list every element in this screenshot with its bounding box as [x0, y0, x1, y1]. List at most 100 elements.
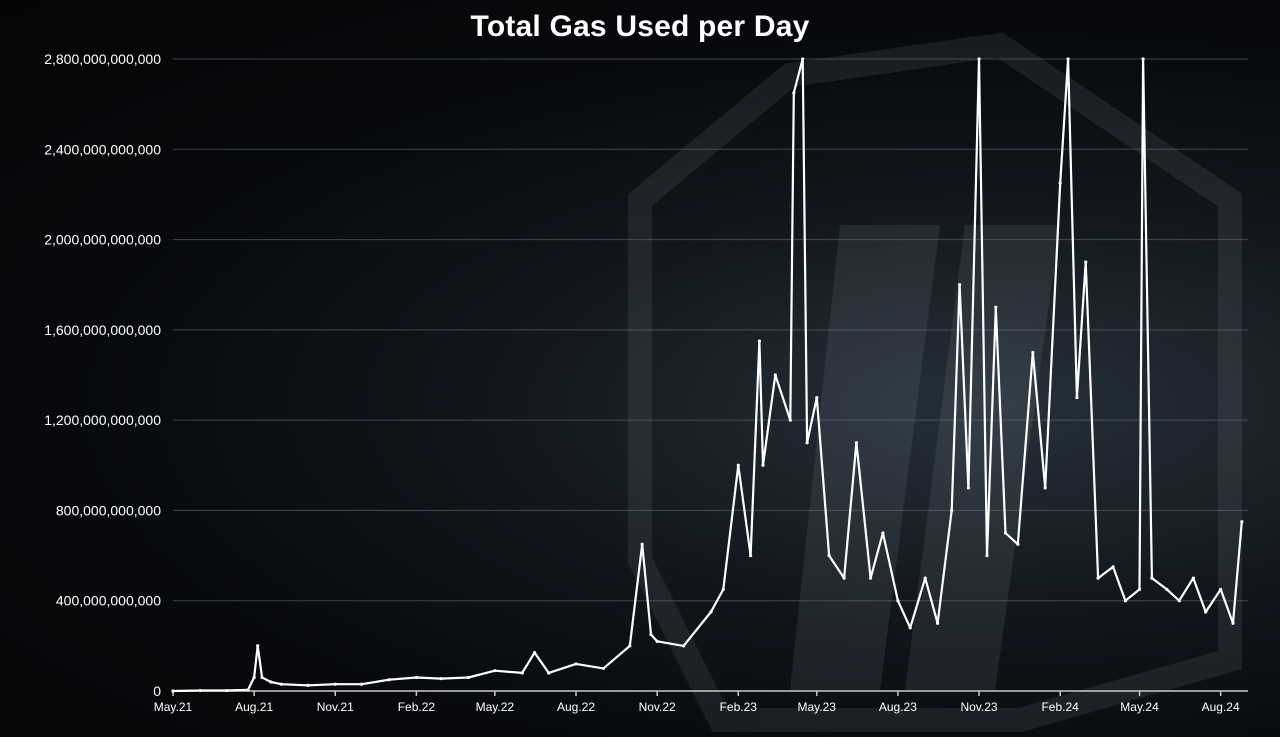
data-point: [896, 599, 900, 603]
data-point: [1191, 576, 1195, 580]
x-tick-label: Aug.22: [557, 700, 595, 714]
data-point: [1150, 576, 1154, 580]
data-point: [1066, 57, 1070, 61]
x-tick-label: May.24: [1120, 700, 1159, 714]
data-point: [1043, 486, 1047, 490]
data-point: [977, 57, 981, 61]
data-point: [1165, 587, 1169, 592]
y-tick-label: 2,400,000,000,000: [44, 141, 161, 157]
data-point: [923, 576, 927, 580]
data-point: [881, 531, 885, 535]
data-point: [279, 682, 284, 686]
y-tick-label: 400,000,000,000: [56, 593, 161, 609]
x-tick-label: Aug.21: [235, 700, 273, 714]
data-point: [815, 395, 819, 400]
data-point: [827, 553, 831, 558]
data-point: [574, 662, 578, 666]
data-point: [935, 621, 940, 625]
data-point: [1096, 576, 1100, 580]
data-point: [801, 57, 805, 61]
data-point: [414, 675, 418, 680]
data-point: [736, 463, 740, 467]
y-axis-tick-labels: 0 400,000,000,000 800,000,000,000 1,200,000…: [44, 51, 161, 699]
data-point: [868, 576, 873, 580]
data-point: [306, 683, 310, 687]
data-point: [761, 463, 765, 467]
data-point: [1137, 587, 1142, 592]
x-tick-label: May.21: [154, 700, 193, 714]
data-point: [773, 373, 777, 377]
data-point: [757, 339, 762, 343]
data-point: [252, 675, 256, 680]
data-point: [1123, 599, 1128, 603]
data-point: [256, 644, 260, 648]
data-point: [950, 508, 954, 513]
data-point: [260, 675, 264, 680]
y-tick-label: 800,000,000,000: [56, 502, 161, 518]
data-point: [649, 632, 653, 637]
data-point: [854, 441, 859, 445]
data-point: [360, 682, 364, 686]
data-point: [1058, 181, 1062, 185]
data-point: [198, 688, 202, 693]
x-tick-label: Nov.23: [960, 700, 997, 714]
data-point: [520, 671, 524, 675]
x-tick-label: Aug.24: [1202, 700, 1240, 714]
data-point: [788, 418, 792, 422]
data-point: [1219, 587, 1223, 592]
data-point: [439, 676, 443, 681]
y-tick-label: 0: [153, 683, 161, 699]
data-point: [333, 682, 337, 686]
data-point: [601, 666, 605, 671]
y-tick-label: 1,600,000,000,000: [44, 322, 161, 338]
data-point: [966, 486, 971, 490]
data-point: [1141, 57, 1145, 61]
data-point: [1075, 395, 1079, 400]
data-point: [640, 542, 644, 546]
data-point: [805, 441, 809, 445]
data-point: [709, 610, 713, 614]
data-point: [908, 626, 912, 630]
data-point: [682, 644, 686, 648]
data-point: [842, 576, 846, 580]
x-tick-label: Feb.22: [398, 700, 436, 714]
x-axis-tick-labels: May.21 Aug.21 Nov.21 Feb.22 May.22 Aug.22 Nov.…: [154, 700, 1240, 714]
data-point: [985, 553, 989, 558]
data-point: [1016, 542, 1020, 546]
data-point: [1240, 520, 1244, 524]
x-tick-label: Nov.21: [317, 700, 354, 714]
data-point: [792, 91, 796, 95]
data-point: [1031, 350, 1035, 355]
data-point: [225, 688, 229, 693]
data-point: [1204, 610, 1208, 614]
chart-title: Total Gas Used per Day: [470, 10, 810, 43]
x-tick-label: Aug.23: [879, 700, 917, 714]
data-point: [1084, 260, 1088, 264]
data-point: [1177, 599, 1181, 603]
data-point: [749, 553, 753, 558]
data-point: [387, 678, 391, 682]
data-point: [958, 283, 962, 287]
data-point: [466, 675, 471, 680]
x-tick-label: Feb.24: [1041, 700, 1079, 714]
x-tick-label: May.23: [798, 700, 837, 714]
data-point: [171, 689, 175, 693]
x-tick-label: May.22: [476, 700, 515, 714]
data-point: [493, 669, 497, 673]
x-tick-label: Feb.23: [720, 700, 758, 714]
data-point: [532, 651, 537, 655]
data-point: [628, 644, 632, 648]
data-point: [246, 688, 250, 692]
data-point: [269, 680, 273, 684]
data-point: [547, 671, 551, 675]
data-point: [655, 639, 659, 643]
y-tick-label: 1,200,000,000,000: [44, 412, 161, 428]
series-layer: [171, 57, 1244, 693]
axes: [172, 690, 1248, 696]
data-point: [721, 587, 725, 592]
x-tick-label: Nov.22: [639, 700, 676, 714]
data-point: [1003, 531, 1008, 535]
y-tick-label: 2,000,000,000,000: [44, 232, 161, 248]
